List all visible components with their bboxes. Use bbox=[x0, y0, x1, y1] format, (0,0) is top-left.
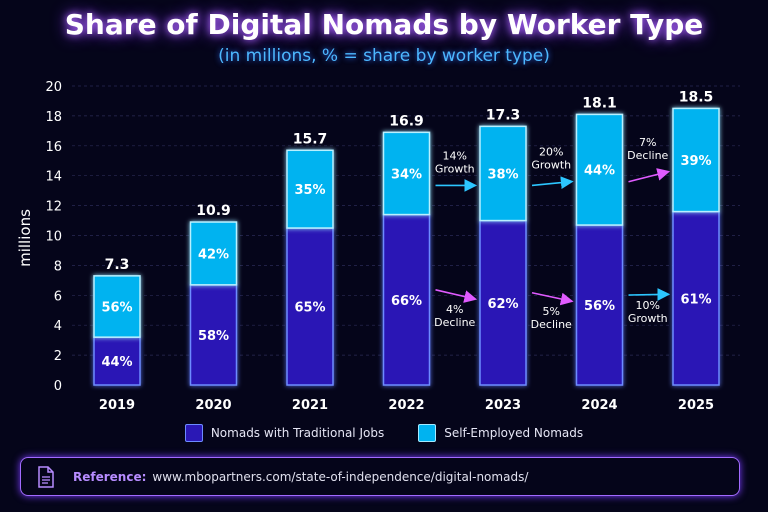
change-arrow bbox=[531, 176, 574, 190]
bar-label-traditional: 44% bbox=[101, 355, 132, 370]
bar-total-label: 17.3 bbox=[486, 107, 521, 123]
y-tick-label: 2 bbox=[54, 349, 62, 364]
bar-label-self-employed: 39% bbox=[680, 154, 711, 169]
change-annotation-value: 4% bbox=[446, 303, 463, 316]
bar-label-traditional: 61% bbox=[680, 292, 711, 307]
y-axis-label: millions bbox=[16, 209, 34, 267]
y-tick-label: 18 bbox=[45, 110, 62, 125]
change-annotation-label: Growth bbox=[531, 159, 571, 172]
y-tick-label: 16 bbox=[45, 140, 62, 155]
bar-total-label: 16.9 bbox=[389, 113, 424, 129]
change-annotation-label: Decline bbox=[627, 149, 668, 162]
bar-label-self-employed: 38% bbox=[487, 167, 518, 182]
y-tick-label: 12 bbox=[45, 200, 62, 215]
legend-swatch-self-employed bbox=[418, 424, 437, 442]
x-tick-label: 2022 bbox=[388, 398, 424, 413]
bar-total-label: 15.7 bbox=[293, 131, 328, 147]
legend-label-traditional: Nomads with Traditional Jobs bbox=[210, 426, 385, 440]
bar-label-self-employed: 56% bbox=[101, 301, 132, 316]
chart-title: Share of Digital Nomads by Worker Type bbox=[64, 8, 704, 41]
y-tick-label: 8 bbox=[54, 259, 62, 274]
change-arrow bbox=[628, 288, 671, 301]
change-annotation-label: Growth bbox=[628, 312, 668, 325]
change-arrow bbox=[531, 291, 574, 306]
change-annotation-value: 5% bbox=[543, 305, 560, 318]
bar-label-traditional: 58% bbox=[198, 329, 229, 344]
y-tick-label: 4 bbox=[54, 319, 62, 334]
x-tick-label: 2020 bbox=[195, 398, 231, 413]
y-tick-label: 20 bbox=[45, 80, 62, 95]
change-annotation-value: 14% bbox=[443, 149, 467, 162]
bar-total-label: 7.3 bbox=[105, 257, 130, 273]
legend-label-self-employed: Self-Employed Nomads bbox=[444, 426, 584, 440]
bar-total-label: 18.5 bbox=[679, 89, 714, 105]
bar-label-traditional: 56% bbox=[584, 299, 615, 314]
x-tick-label: 2019 bbox=[99, 398, 135, 413]
chart-subtitle: (in millions, % = share by worker type) bbox=[218, 46, 550, 66]
bar-traditional bbox=[286, 227, 334, 386]
bar-self-employed bbox=[575, 113, 624, 226]
reference-label: Reference: bbox=[73, 469, 147, 484]
bar-self-employed bbox=[93, 275, 141, 338]
change-annotation-value: 20% bbox=[539, 146, 563, 159]
bar-traditional bbox=[93, 336, 141, 386]
bar-label-traditional: 62% bbox=[487, 297, 518, 312]
x-tick-label: 2021 bbox=[292, 398, 328, 413]
bar-self-employed bbox=[479, 125, 527, 222]
y-tick-label: 10 bbox=[45, 230, 62, 245]
legend-item-traditional: Nomads with Traditional Jobs bbox=[184, 424, 385, 442]
x-tick-label: 2024 bbox=[581, 398, 617, 413]
change-annotation-label: Decline bbox=[531, 318, 572, 331]
bar-total-label: 10.9 bbox=[196, 203, 231, 219]
stacked-bar-chart: 0 2 4 6 8 10 12 14 16 18 20 millions 44% 56% 7.3 2019 58… bbox=[16, 80, 740, 413]
y-tick-label: 14 bbox=[45, 170, 62, 185]
y-tick-label: 0 bbox=[54, 379, 62, 394]
bar-label-self-employed: 34% bbox=[391, 167, 422, 182]
bar-traditional bbox=[672, 210, 720, 386]
legend-swatch-traditional bbox=[184, 424, 203, 442]
bar-total-label: 18.1 bbox=[582, 95, 617, 111]
bar-self-employed bbox=[382, 131, 431, 216]
change-arrow bbox=[628, 168, 671, 183]
bar-label-traditional: 66% bbox=[391, 294, 422, 309]
bar-traditional bbox=[189, 284, 238, 386]
bar-label-traditional: 65% bbox=[294, 301, 325, 316]
bar-self-employed bbox=[672, 107, 720, 213]
bar-self-employed bbox=[189, 221, 238, 286]
x-tick-label: 2025 bbox=[678, 398, 714, 413]
x-tick-label: 2023 bbox=[485, 398, 521, 413]
bar-traditional bbox=[575, 224, 624, 386]
change-annotation-value: 10% bbox=[636, 299, 660, 312]
reference-box: Reference: www.mbopartners.com/state-of-… bbox=[20, 457, 740, 496]
bar-label-self-employed: 35% bbox=[294, 183, 325, 198]
legend-item-self-employed: Self-Employed Nomads bbox=[418, 424, 583, 442]
change-annotation-value: 7% bbox=[639, 136, 656, 149]
bar-label-self-employed: 44% bbox=[584, 164, 615, 179]
y-tick-label: 6 bbox=[54, 289, 62, 304]
bar-self-employed bbox=[286, 149, 334, 229]
chart-legend: Nomads with Traditional Jobs Self-Employ… bbox=[0, 424, 768, 442]
change-annotation-label: Decline bbox=[434, 316, 475, 329]
bar-label-self-employed: 42% bbox=[198, 247, 229, 262]
change-arrow bbox=[435, 289, 478, 303]
reference-url[interactable]: www.mbopartners.com/state-of-independenc… bbox=[152, 469, 529, 484]
change-annotation-label: Growth bbox=[435, 162, 475, 175]
document-icon bbox=[38, 465, 54, 488]
